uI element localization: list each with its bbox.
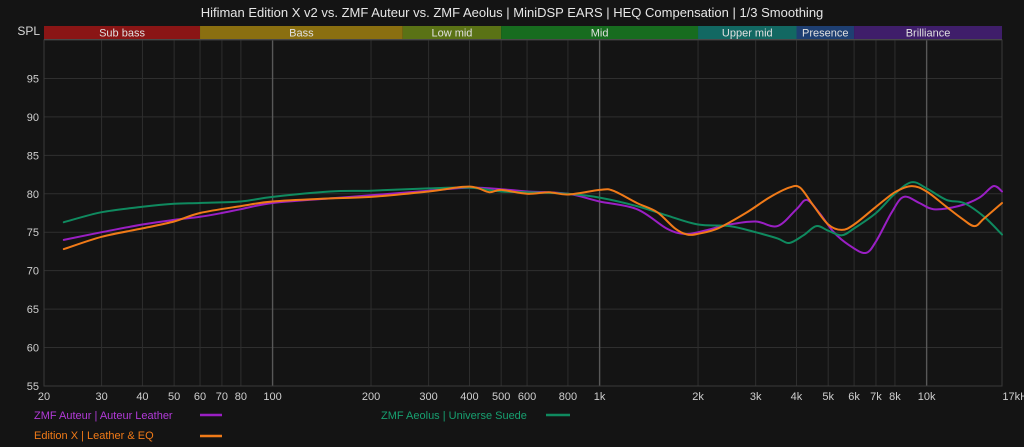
x-tick-label: 20 — [38, 391, 50, 403]
frequency-band-bar: Sub bass Bass Low mid Mid Upper mid Presence B… — [44, 26, 1002, 40]
x-tick-labels: 20 30 40 50 60 70 80 100 200 300 400 500 600 800 1k 2k 3… — [38, 391, 1024, 403]
x-tick-label: 200 — [362, 391, 380, 403]
band-label-brilliance: Brilliance — [906, 28, 951, 40]
x-tick-label: 100 — [263, 391, 281, 403]
x-tick-label: 2k — [692, 391, 704, 403]
legend-label-aeolus: ZMF Aeolus | Universe Suede — [381, 410, 527, 422]
y-tick-label: 70 — [27, 266, 39, 278]
band-label-upper-mid: Upper mid — [722, 28, 773, 40]
y-tick-labels: 55 60 65 70 75 80 85 90 95 — [27, 73, 39, 393]
x-tick-label: 400 — [460, 391, 478, 403]
legend-label-editionx: Edition X | Leather & EQ — [34, 430, 154, 442]
y-tick-label: 80 — [27, 189, 39, 201]
x-tick-label: 500 — [492, 391, 510, 403]
x-tick-label: 8k — [889, 391, 901, 403]
x-tick-label: 4k — [791, 391, 803, 403]
x-tick-label: 50 — [168, 391, 180, 403]
x-tick-label: 5k — [822, 391, 834, 403]
legend-label-auteur: ZMF Auteur | Auteur Leather — [34, 410, 173, 422]
x-tick-label: 3k — [750, 391, 762, 403]
band-label-sub-bass: Sub bass — [99, 28, 145, 40]
legend-item-auteur[interactable]: ZMF Auteur | Auteur Leather — [34, 410, 222, 422]
legend-item-aeolus[interactable]: ZMF Aeolus | Universe Suede — [381, 410, 570, 422]
band-brilliance — [854, 26, 1002, 39]
x-tick-label: 6k — [848, 391, 860, 403]
y-tick-label: 95 — [27, 73, 39, 85]
y-tick-label: 60 — [27, 343, 39, 355]
x-tick-label: 17kHz — [1002, 391, 1024, 403]
band-label-presence: Presence — [802, 28, 848, 40]
band-low-mid — [402, 26, 502, 39]
x-tick-label: 7k — [870, 391, 882, 403]
x-tick-label: 40 — [136, 391, 148, 403]
x-tick-label: 1k — [594, 391, 606, 403]
x-tick-label: 70 — [216, 391, 228, 403]
x-tick-label: 80 — [235, 391, 247, 403]
y-tick-label: 65 — [27, 304, 39, 316]
y-axis-label: SPL — [17, 24, 40, 38]
band-upper-mid — [698, 26, 797, 39]
x-tick-label: 600 — [518, 391, 536, 403]
band-label-low-mid: Low mid — [431, 28, 472, 40]
band-mid — [501, 26, 699, 39]
y-tick-label: 85 — [27, 150, 39, 162]
y-tick-label: 75 — [27, 227, 39, 239]
legend: ZMF Auteur | Auteur Leather ZMF Aeolus |… — [34, 410, 570, 442]
legend-item-editionx[interactable]: Edition X | Leather & EQ — [34, 430, 222, 442]
x-tick-label: 30 — [95, 391, 107, 403]
x-tick-label: 300 — [419, 391, 437, 403]
band-bass — [200, 26, 403, 39]
band-label-mid: Mid — [591, 28, 609, 40]
x-tick-label: 800 — [559, 391, 577, 403]
series-line-edition-x-leather-eq — [62, 184, 1003, 251]
plot-frame — [43, 39, 1003, 387]
x-tick-label: 10k — [918, 391, 936, 403]
band-presence — [796, 26, 855, 39]
band-label-bass: Bass — [289, 28, 314, 40]
x-tick-label: 60 — [194, 391, 206, 403]
y-tick-label: 90 — [27, 112, 39, 124]
series-lines — [62, 181, 1003, 255]
chart-title: Hifiman Edition X v2 vs. ZMF Auteur vs. … — [201, 5, 824, 20]
band-sub-bass — [44, 26, 201, 39]
y-tick-label: 55 — [27, 381, 39, 393]
